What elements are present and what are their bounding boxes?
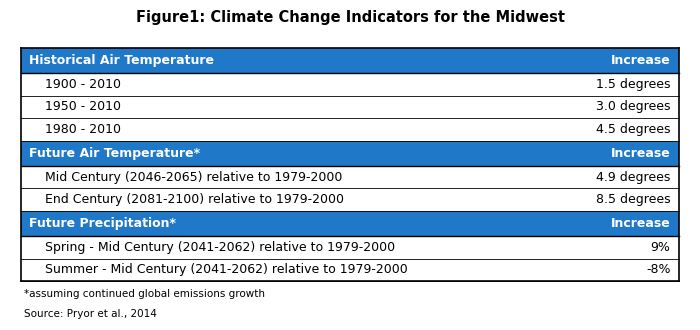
Text: 4.5 degrees: 4.5 degrees [596, 123, 671, 136]
Text: Increase: Increase [611, 217, 671, 230]
Bar [21, 73, 679, 96]
Text: 1950 - 2010: 1950 - 2010 [29, 100, 121, 114]
Bar [21, 48, 679, 73]
Text: Spring - Mid Century (2041-2062) relative to 1979-2000: Spring - Mid Century (2041-2062) relativ… [29, 241, 395, 254]
Bar [21, 211, 679, 236]
Text: 1900 - 2010: 1900 - 2010 [29, 78, 121, 91]
Text: Future Precipitation*: Future Precipitation* [29, 217, 176, 230]
Text: Future Air Temperature*: Future Air Temperature* [29, 147, 200, 160]
Bar [21, 96, 679, 118]
Text: 4.9 degrees: 4.9 degrees [596, 171, 671, 184]
Text: Increase: Increase [611, 147, 671, 160]
Bar [21, 166, 679, 188]
Text: End Century (2081-2100) relative to 1979-2000: End Century (2081-2100) relative to 1979… [29, 193, 344, 206]
Text: 1980 - 2010: 1980 - 2010 [29, 123, 121, 136]
Text: Source: Pryor et al., 2014: Source: Pryor et al., 2014 [25, 309, 158, 319]
Bar [21, 118, 679, 141]
Text: -8%: -8% [646, 263, 671, 277]
Text: *assuming continued global emissions growth: *assuming continued global emissions gro… [25, 289, 265, 299]
Text: Summer - Mid Century (2041-2062) relative to 1979-2000: Summer - Mid Century (2041-2062) relativ… [29, 263, 408, 277]
Bar [21, 141, 679, 166]
Text: 8.5 degrees: 8.5 degrees [596, 193, 671, 206]
Text: Mid Century (2046-2065) relative to 1979-2000: Mid Century (2046-2065) relative to 1979… [29, 171, 343, 184]
Text: Historical Air Temperature: Historical Air Temperature [29, 54, 214, 67]
Text: 9%: 9% [651, 241, 671, 254]
Bar [21, 188, 679, 211]
Text: Increase: Increase [611, 54, 671, 67]
Text: Figure1: Climate Change Indicators for the Midwest: Figure1: Climate Change Indicators for t… [136, 10, 564, 25]
Bar [21, 259, 679, 281]
Bar [21, 236, 679, 259]
Text: 1.5 degrees: 1.5 degrees [596, 78, 671, 91]
Text: 3.0 degrees: 3.0 degrees [596, 100, 671, 114]
